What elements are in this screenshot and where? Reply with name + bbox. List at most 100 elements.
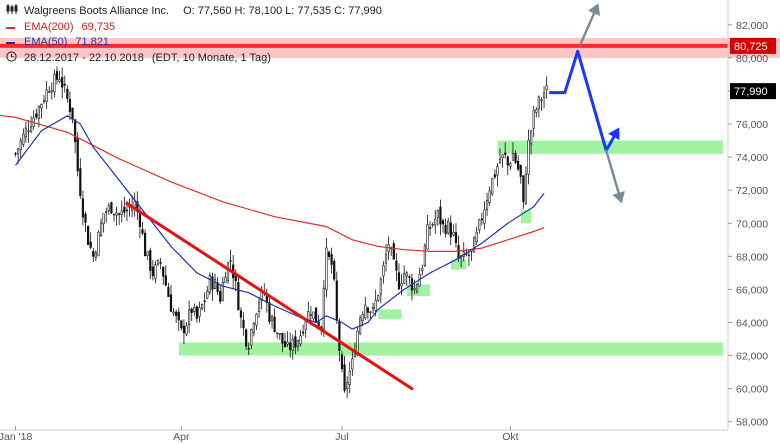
- candle: [120, 200, 123, 223]
- candle-body: [193, 307, 196, 312]
- y-tick-label: 58,000: [736, 417, 768, 429]
- candle-body: [234, 275, 237, 282]
- last-price-bg: [730, 83, 776, 100]
- candle-body: [22, 133, 25, 145]
- support-zone: [450, 259, 467, 270]
- candle: [245, 328, 248, 351]
- candle: [19, 137, 22, 159]
- candle-body: [102, 213, 105, 225]
- candle-body: [514, 152, 517, 163]
- candle: [436, 209, 439, 226]
- candle-body: [348, 370, 351, 385]
- candle-body: [172, 311, 175, 314]
- candle-body: [343, 364, 346, 391]
- candle: [314, 307, 318, 323]
- candle-body: [211, 276, 214, 290]
- candle-body: [423, 245, 426, 266]
- y-tick-label: 64,000: [736, 318, 768, 330]
- candle: [208, 272, 211, 296]
- candle-body: [14, 153, 17, 155]
- candle-body: [491, 178, 494, 195]
- scenario-arrow-head: [588, 3, 600, 16]
- candle-body: [208, 275, 211, 293]
- candle-body: [346, 382, 349, 389]
- candle-body: [527, 140, 530, 175]
- y-tick-label: 72,000: [736, 185, 768, 197]
- candle-body: [351, 358, 354, 370]
- support-zone: [378, 309, 402, 320]
- candle-body: [327, 251, 331, 257]
- candle-body: [364, 304, 367, 319]
- candle: [141, 221, 144, 236]
- candle-body: [366, 307, 369, 313]
- candle: [226, 261, 230, 284]
- candle: [206, 285, 209, 300]
- candle: [48, 86, 51, 94]
- candle-body: [317, 321, 320, 327]
- candle: [501, 154, 504, 168]
- candle-body: [338, 321, 341, 351]
- candle-body: [257, 301, 261, 312]
- candle: [250, 328, 253, 350]
- candle: [76, 131, 79, 177]
- candle-body: [162, 266, 165, 277]
- projection-arrow-head: [608, 127, 620, 141]
- candle-body: [392, 243, 395, 260]
- candle: [449, 215, 452, 246]
- candle: [273, 308, 276, 333]
- candle: [71, 107, 74, 124]
- candle: [216, 277, 219, 296]
- candle-body: [255, 313, 258, 326]
- candle: [237, 275, 240, 311]
- candle-body: [177, 311, 180, 321]
- candle: [203, 292, 206, 312]
- candle-body: [175, 311, 178, 317]
- candle-body: [79, 168, 82, 197]
- downtrend-line: [125, 201, 414, 391]
- candle-body: [48, 91, 51, 93]
- candle-body: [110, 202, 113, 214]
- candle: [475, 226, 478, 246]
- candle-body: [92, 250, 95, 257]
- candle-body: [273, 316, 276, 333]
- candle-body: [42, 100, 46, 102]
- candle-body: [299, 335, 302, 345]
- x-tick-label: Okt: [502, 431, 518, 443]
- scenario-arrow-shaft: [579, 12, 596, 46]
- resistance-price-tag: 80,725: [730, 37, 776, 54]
- candle-body: [369, 311, 372, 313]
- candle-body: [53, 73, 56, 92]
- candle: [340, 351, 344, 373]
- candle-body: [237, 282, 240, 311]
- candle: [219, 284, 222, 305]
- candle: [470, 249, 473, 261]
- candle: [97, 230, 100, 257]
- candle: [327, 250, 331, 261]
- candle: [89, 232, 92, 250]
- candle: [434, 209, 437, 234]
- candle-body: [480, 218, 483, 221]
- candle: [143, 229, 147, 257]
- candle: [151, 260, 154, 281]
- candle: [286, 331, 289, 347]
- candle: [496, 163, 499, 187]
- candle-body: [421, 268, 424, 272]
- candle: [480, 212, 483, 226]
- candle: [110, 201, 113, 214]
- candle-body: [302, 331, 305, 334]
- y-tick-label: 74,000: [736, 152, 768, 164]
- ema50-swatch-icon: [6, 35, 18, 51]
- candle: [514, 150, 517, 165]
- candle-body: [37, 106, 40, 119]
- candle: [382, 261, 385, 284]
- candle: [377, 294, 380, 302]
- candle: [493, 169, 496, 180]
- candle-body: [416, 283, 419, 293]
- candle-body: [200, 304, 204, 309]
- candle: [99, 218, 103, 237]
- candle-body: [278, 333, 281, 335]
- candle: [175, 309, 178, 324]
- candle-body: [413, 288, 416, 291]
- candle: [40, 103, 43, 119]
- candle-body: [371, 307, 375, 309]
